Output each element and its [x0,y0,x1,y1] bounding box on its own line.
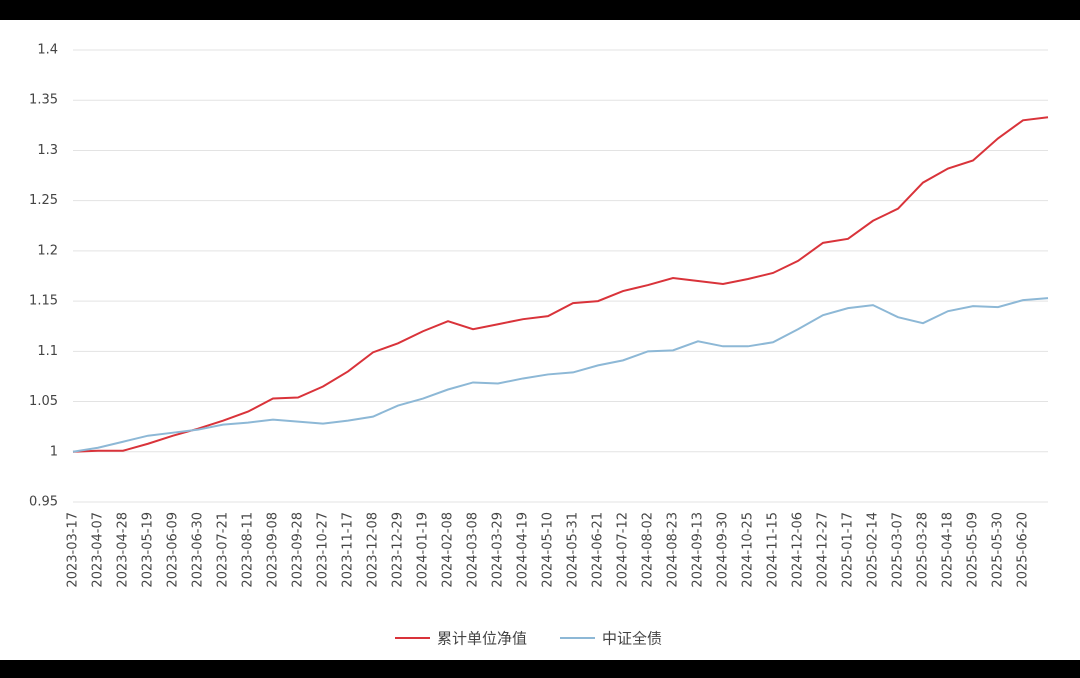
x-tick-label: 2025-03-07 [891,512,906,588]
x-tick-label: 2024-02-08 [441,512,456,588]
x-tick-label: 2023-03-17 [66,512,81,588]
y-tick-label: 1 [50,444,58,459]
x-tick-label: 2024-07-12 [616,512,631,588]
x-tick-label: 2024-08-02 [641,512,656,588]
y-tick-label: 1.25 [29,193,58,208]
x-tick-label: 2023-08-11 [241,512,256,588]
x-tick-label: 2023-05-19 [141,512,156,588]
y-tick-label: 1.15 [29,294,58,309]
x-tick-label: 2024-09-13 [691,512,706,588]
line-series [72,297,1049,453]
line-series [72,116,1049,453]
x-tick-label: 2023-12-08 [366,512,381,588]
x-tick-label: 2025-01-17 [841,512,856,588]
x-tick-label: 2024-04-19 [516,512,531,588]
y-tick-label: 1.35 [29,93,58,108]
x-tick-label: 2025-03-28 [916,512,931,588]
x-tick-label: 2023-09-28 [291,512,306,588]
x-tick-label: 2025-06-20 [1016,512,1031,588]
y-tick-label: 0.95 [29,495,58,510]
x-tick-label: 2024-09-30 [716,512,731,588]
x-tick-label: 2023-12-29 [391,512,406,588]
x-tick-label: 2023-09-08 [266,512,281,588]
legend-label: 累计单位净值 [437,630,527,648]
x-tick-label: 2024-03-08 [466,512,481,588]
x-tick-label: 2024-08-23 [666,512,681,588]
x-tick-label: 2025-05-09 [966,512,981,588]
y-tick-label: 1.1 [37,344,58,359]
y-tick-label: 1.2 [37,243,58,258]
x-tick-label: 2025-04-18 [941,512,956,588]
x-tick-label: 2024-11-15 [766,512,781,588]
x-tick-label: 2024-03-29 [491,512,506,588]
x-tick-label: 2024-01-19 [416,512,431,588]
x-tick-label: 2023-06-30 [191,512,206,588]
x-tick-label: 2023-11-17 [341,512,356,588]
x-tick-label: 2023-06-09 [166,512,181,588]
x-tick-label: 2024-10-25 [741,512,756,588]
x-tick-label: 2023-04-28 [116,512,131,588]
x-tick-label: 2023-07-21 [216,512,231,588]
x-tick-label: 2024-06-21 [591,512,606,588]
x-tick-label: 2025-02-14 [866,512,881,588]
x-tick-label: 2025-05-30 [991,512,1006,588]
chart-background [0,20,1080,660]
legend-label: 中证全债 [602,630,662,648]
x-tick-label: 2023-10-27 [316,512,331,588]
x-tick-label: 2024-05-10 [541,512,556,588]
x-tick-label: 2023-04-07 [91,512,106,588]
y-tick-label: 1.05 [29,394,58,409]
x-tick-label: 2024-12-27 [816,512,831,588]
x-tick-label: 2024-12-06 [791,512,806,588]
x-tick-label: 2024-05-31 [566,512,581,588]
y-tick-label: 1.3 [37,143,58,158]
y-tick-label: 1.4 [37,43,58,58]
